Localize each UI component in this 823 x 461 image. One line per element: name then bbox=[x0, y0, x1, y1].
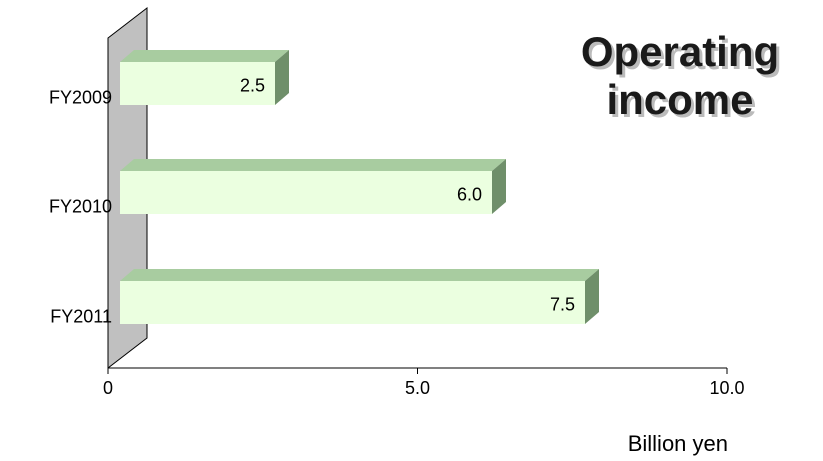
bar bbox=[120, 62, 275, 105]
bar bbox=[120, 281, 585, 324]
bar-side bbox=[585, 269, 599, 324]
chart-title: Operating income bbox=[580, 28, 780, 123]
bar-side bbox=[275, 50, 289, 105]
x-tick-label: 10.0 bbox=[709, 378, 744, 398]
bar-side bbox=[492, 159, 506, 214]
data-label: 2.5 bbox=[240, 75, 265, 95]
data-label: 7.5 bbox=[550, 294, 575, 314]
data-label: 6.0 bbox=[457, 184, 482, 204]
y-tick-label: FY2011 bbox=[50, 306, 112, 326]
bar-top bbox=[120, 50, 289, 62]
y-tick-label: FY2010 bbox=[49, 196, 112, 216]
x-tick-label: 0 bbox=[103, 378, 113, 398]
bar-top bbox=[120, 159, 506, 171]
x-axis-label: Billion yen bbox=[628, 431, 728, 456]
x-tick-label: 5.0 bbox=[405, 378, 430, 398]
bar bbox=[120, 171, 492, 214]
y-tick-label: FY2009 bbox=[49, 87, 112, 107]
bar-top bbox=[120, 269, 599, 281]
